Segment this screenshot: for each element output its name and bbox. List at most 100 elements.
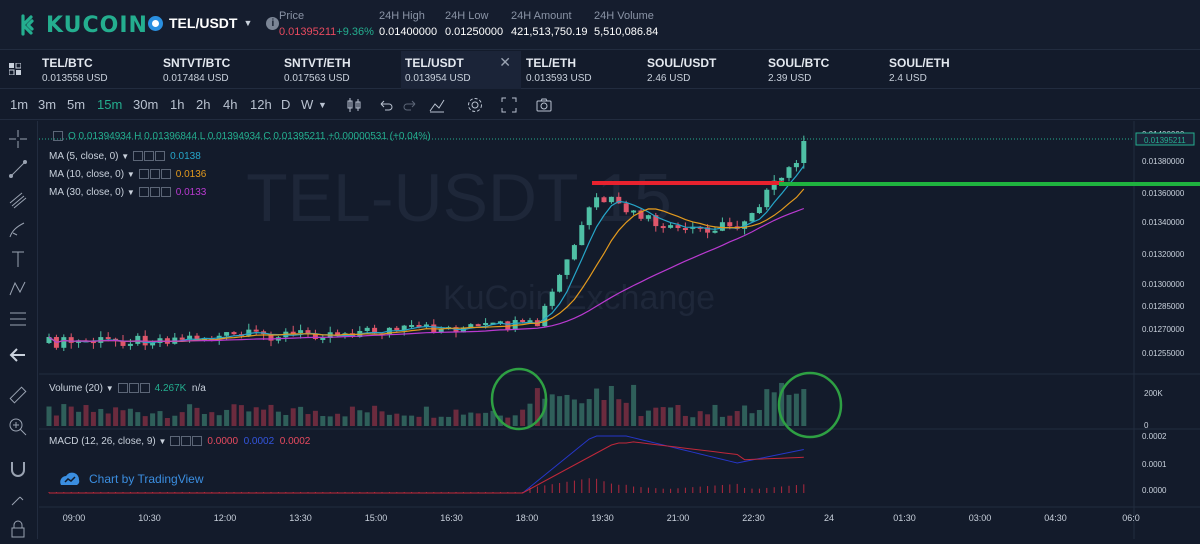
undo-icon[interactable]: [377, 96, 395, 114]
candle: [631, 210, 637, 213]
volume-bar: [135, 412, 141, 426]
text-tool-icon[interactable]: [8, 249, 28, 269]
camera-icon[interactable]: [535, 96, 553, 114]
volume-bar: [76, 411, 82, 426]
tab-tel-btc[interactable]: TEL/BTC 0.013558 USD: [38, 51, 158, 89]
time-tick-label: 12:00: [214, 513, 237, 523]
indicators-icon[interactable]: [428, 96, 446, 114]
timeframe-5m[interactable]: 5m: [67, 97, 86, 112]
volume-bar: [409, 415, 415, 426]
volume-bar: [224, 409, 230, 426]
zoom-icon[interactable]: [8, 417, 28, 437]
candle: [557, 274, 563, 292]
tab-sntvt-btc[interactable]: SNTVT/BTC 0.017484 USD: [159, 51, 279, 89]
volume-bar: [231, 404, 237, 426]
tab-soul-btc[interactable]: SOUL/BTC 2.39 USD: [764, 51, 884, 89]
legend-buttons[interactable]: [53, 131, 64, 142]
volume-bar: [564, 394, 570, 426]
volume-tick-label: 0: [1144, 421, 1149, 430]
tab-name: TEL/ETH: [526, 56, 576, 70]
timeframe-2h[interactable]: 2h: [196, 97, 211, 112]
tab-soul-usdt[interactable]: SOUL/USDT 2.46 USD: [643, 51, 763, 89]
timeframe-W[interactable]: W: [301, 97, 314, 112]
volume-bar: [401, 415, 407, 426]
volume-bar: [534, 388, 540, 426]
timeframe-D[interactable]: D: [281, 97, 291, 112]
ruler-icon[interactable]: [8, 385, 28, 405]
volume-bar: [127, 408, 133, 426]
timeframe-more-chevron-icon[interactable]: ▼: [318, 100, 327, 110]
candle: [645, 215, 651, 219]
volume-bar: [742, 405, 748, 426]
close-tab-icon[interactable]: ✕: [499, 54, 511, 70]
volume-bar: [431, 417, 437, 426]
settings-gear-icon[interactable]: [466, 96, 484, 114]
info-icon[interactable]: i: [266, 16, 280, 30]
kucoin-logo[interactable]: KUCOIN: [14, 12, 148, 38]
stat-24h-low: 24H Low 0.01250000: [445, 10, 504, 38]
time-tick-label: 19:30: [591, 513, 614, 523]
ma10-buttons[interactable]: [138, 169, 172, 180]
tab-sntvt-eth[interactable]: SNTVT/ETH 0.017563 USD: [280, 51, 400, 89]
brush-icon[interactable]: [8, 219, 28, 239]
magnet-icon[interactable]: [8, 459, 28, 479]
timeframe-1h[interactable]: 1h: [170, 97, 185, 112]
volume-bar: [120, 410, 126, 426]
time-tick-label: 10:30: [138, 513, 161, 523]
tradingview-badge[interactable]: Chart by TradingView: [59, 471, 204, 487]
volume-bar: [349, 406, 355, 426]
pattern-icon[interactable]: [8, 279, 28, 299]
volume-bar: [512, 415, 518, 426]
tab-price: 0.013954 USD: [405, 73, 471, 84]
crosshair-icon[interactable]: [8, 129, 28, 149]
candle: [98, 337, 104, 343]
candle: [475, 324, 481, 327]
ma30-buttons[interactable]: [138, 187, 172, 198]
volume-bar: [357, 410, 363, 426]
volume-bar: [283, 414, 289, 426]
tab-tel-usdt[interactable]: TEL/USDT 0.013954 USD ✕: [401, 51, 521, 89]
fullscreen-icon[interactable]: [500, 96, 518, 114]
candle: [468, 324, 474, 328]
ma5-buttons[interactable]: [133, 151, 166, 162]
macd-buttons[interactable]: [170, 436, 203, 447]
ma10-legend: MA (10, close, 0) ▼ 0.0136: [49, 169, 207, 181]
timeframe-3m[interactable]: 3m: [38, 97, 57, 112]
tab-soul-eth[interactable]: SOUL/ETH 2.4 USD: [885, 51, 1005, 89]
candle: [483, 323, 489, 326]
volume-bar: [771, 392, 777, 426]
volume-bar: [690, 417, 696, 426]
stat-24h-amount: 24H Amount 421,513,750.19: [511, 10, 588, 38]
candle: [549, 291, 555, 306]
back-arrow-icon[interactable]: [8, 345, 28, 365]
candle: [542, 305, 548, 327]
timeframe-30m[interactable]: 30m: [133, 97, 159, 112]
volume-bar: [468, 412, 474, 426]
volume-bar: [542, 398, 548, 426]
candle: [490, 322, 496, 325]
redo-icon[interactable]: [401, 96, 419, 114]
volume-legend: Volume (20) ▼ 4.267K n/a: [49, 383, 206, 395]
timeframe-4h[interactable]: 4h: [223, 97, 238, 112]
candle: [179, 337, 185, 340]
timeframe-1m[interactable]: 1m: [10, 97, 29, 112]
volume-bar: [312, 410, 318, 426]
timeframe-12h[interactable]: 12h: [250, 97, 272, 112]
grid-icon[interactable]: [9, 63, 21, 75]
trend-line-icon[interactable]: [8, 159, 28, 179]
timeframe-15m[interactable]: 15m: [97, 97, 123, 112]
pair-selector[interactable]: TEL/USDT ▼ i: [148, 15, 280, 31]
volume-bar: [764, 389, 770, 426]
pitchfork-icon[interactable]: [8, 189, 28, 209]
volume-buttons[interactable]: [117, 383, 151, 394]
candle-type-icon[interactable]: [345, 96, 363, 114]
candle: [298, 330, 304, 334]
price-tick-label: 0.01340000: [1142, 218, 1185, 227]
lock-drawing-icon[interactable]: [8, 489, 28, 509]
fib-icon[interactable]: [8, 309, 28, 329]
lock-icon[interactable]: [8, 519, 28, 539]
pair-tabs: TEL/BTC 0.013558 USD SNTVT/BTC 0.017484 USD…: [0, 51, 1200, 89]
tab-tel-eth[interactable]: TEL/ETH 0.013593 USD: [522, 51, 642, 89]
